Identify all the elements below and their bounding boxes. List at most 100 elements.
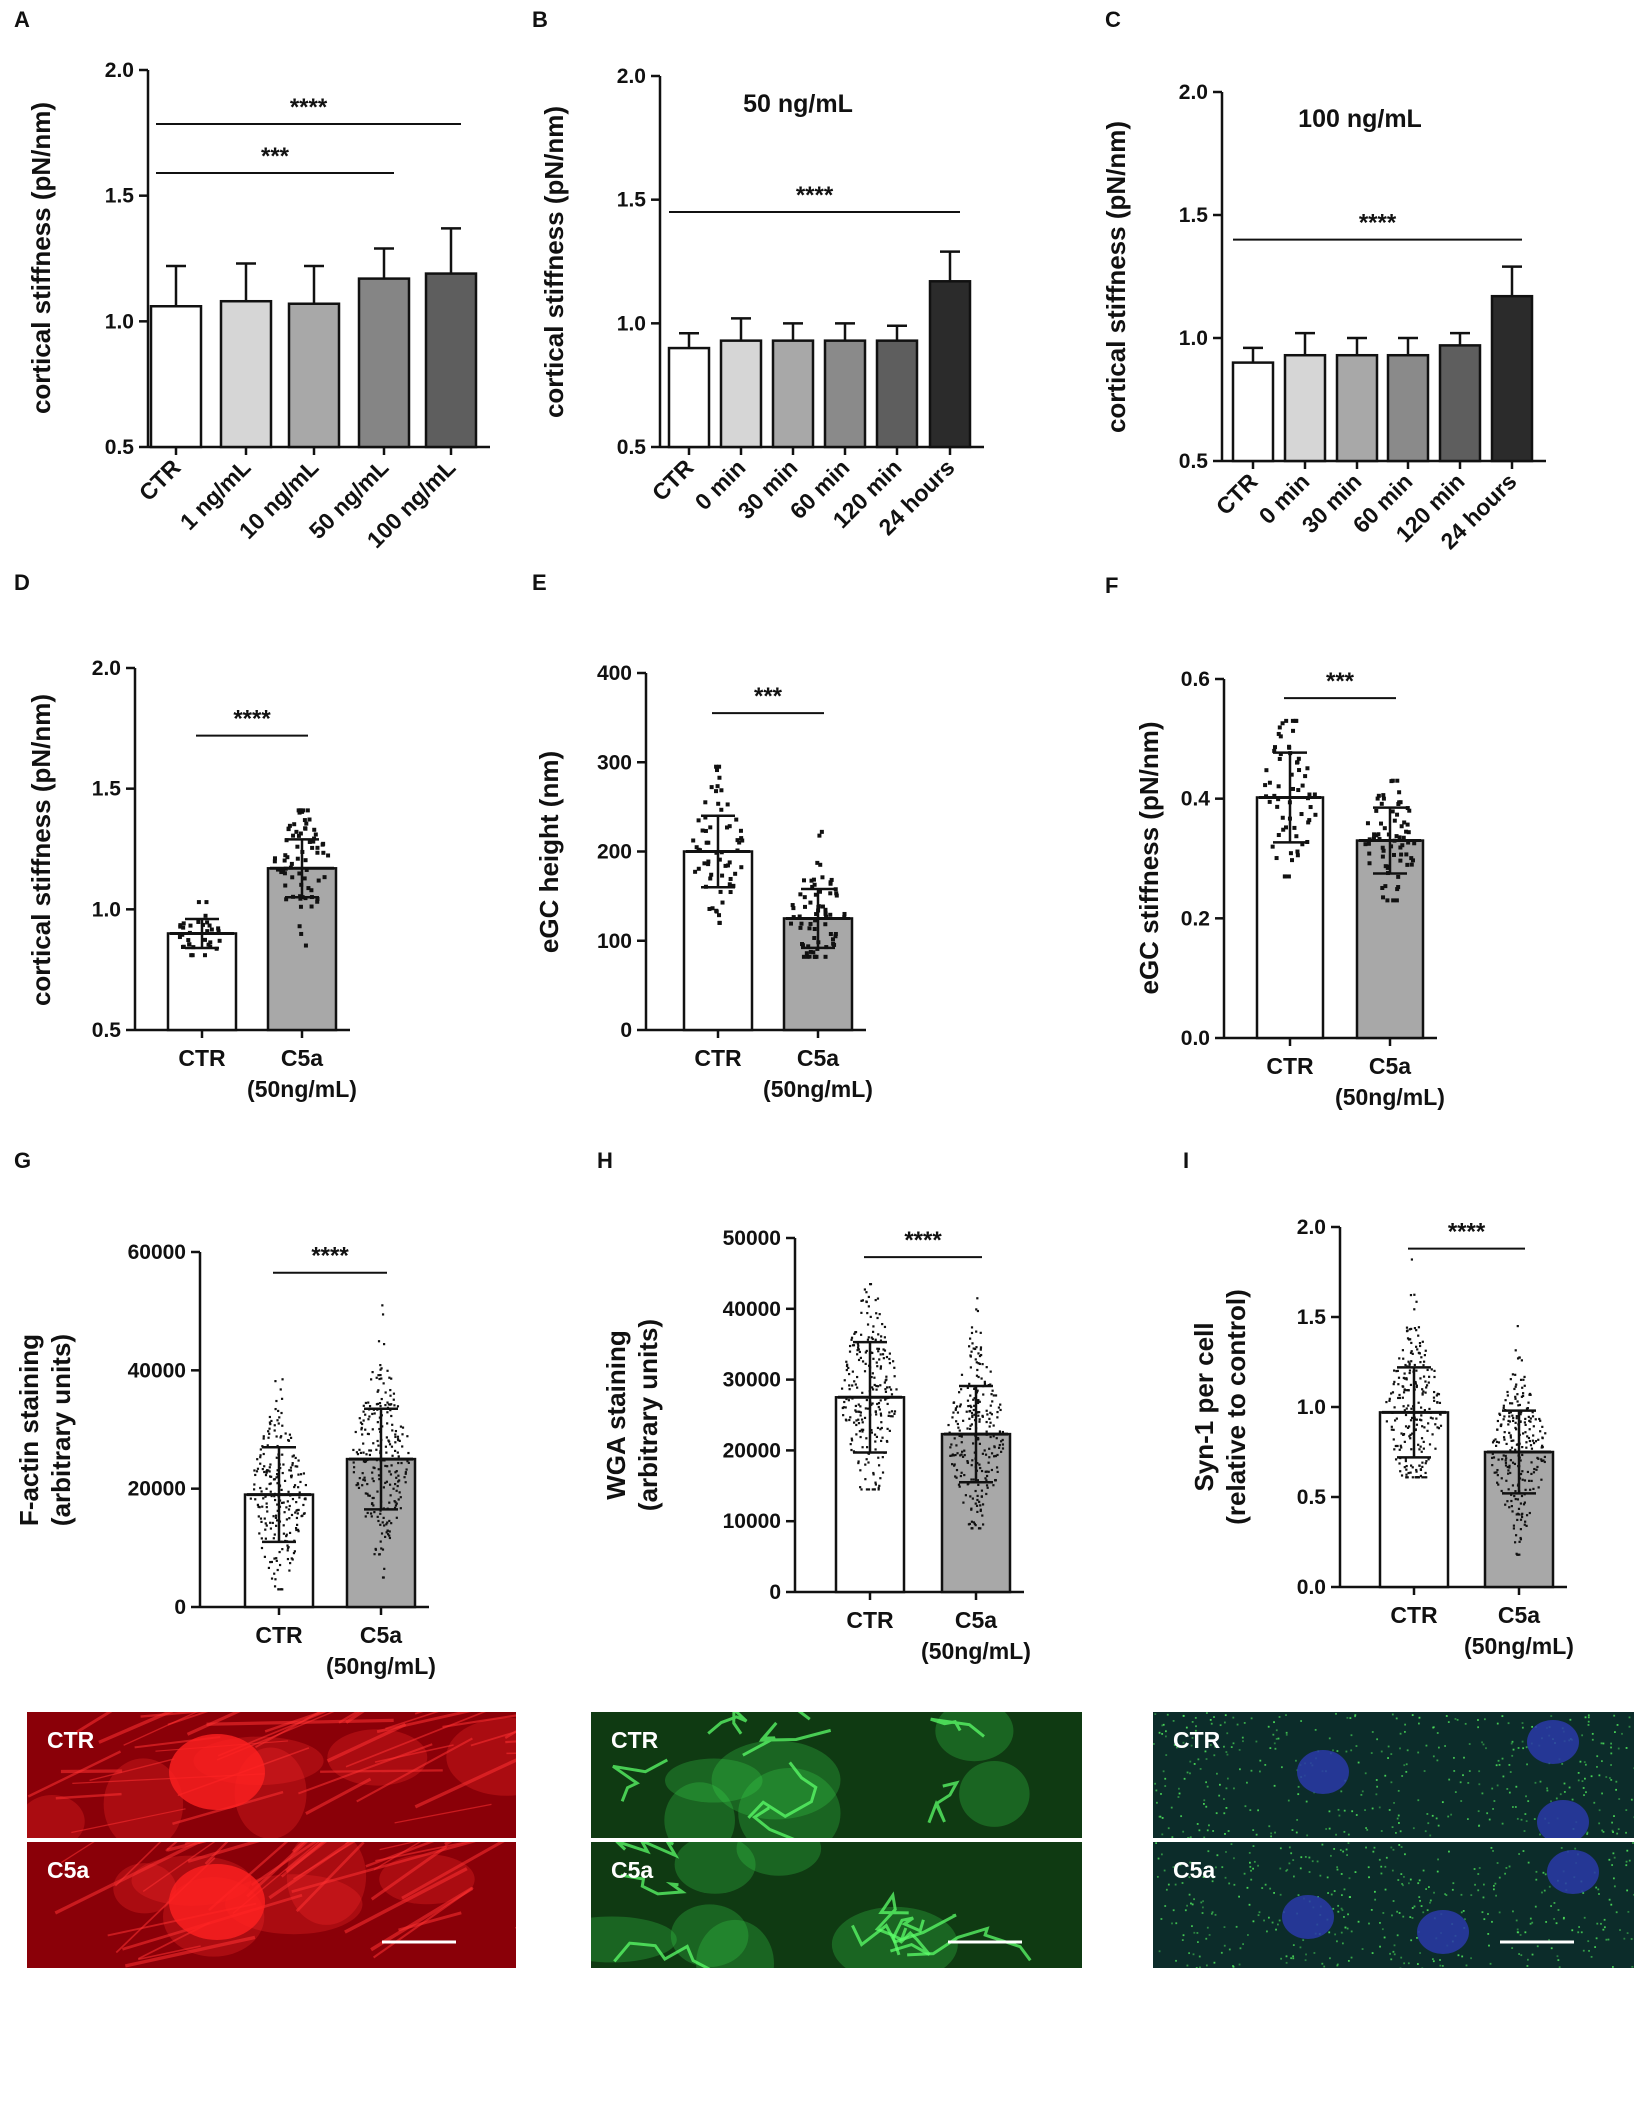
data-point <box>291 1464 294 1467</box>
data-point <box>881 1471 885 1474</box>
data-point <box>364 1413 367 1416</box>
data-point <box>1410 1327 1413 1331</box>
data-point <box>960 1388 963 1391</box>
data-point <box>367 1418 370 1421</box>
data-point <box>1409 1383 1413 1387</box>
data-point <box>1512 1419 1515 1423</box>
actin-fibre <box>89 1758 175 1782</box>
data-point <box>299 1473 303 1476</box>
syn1-speckle <box>1268 1825 1271 1828</box>
data-point <box>377 1519 380 1523</box>
data-point <box>845 1368 848 1372</box>
syn1-speckle <box>1453 1770 1456 1772</box>
syn1-speckle <box>1605 1938 1608 1941</box>
data-point <box>1423 1426 1426 1429</box>
syn1-speckle <box>1511 1806 1514 1808</box>
data-point <box>263 1470 266 1474</box>
syn1-speckle <box>1182 1715 1185 1717</box>
data-point <box>380 1397 383 1401</box>
data-point <box>1409 1338 1412 1341</box>
actin-fibre <box>514 1926 516 1929</box>
syn1-speckle <box>1597 1888 1600 1891</box>
data-point <box>1497 1458 1500 1461</box>
data-point <box>1405 1389 1408 1392</box>
data-point <box>1411 1466 1414 1469</box>
data-point <box>975 1374 979 1377</box>
data-point <box>880 1426 883 1430</box>
data-point <box>739 865 744 870</box>
data-point <box>1528 1419 1531 1423</box>
data-point <box>1395 1370 1398 1373</box>
data-point <box>292 822 297 827</box>
data-point <box>1398 1462 1401 1465</box>
data-point <box>971 1497 974 1500</box>
data-point <box>865 1349 868 1353</box>
data-point <box>989 1411 992 1414</box>
syn1-speckle <box>1299 1946 1302 1949</box>
syn1-speckle <box>1463 1756 1465 1759</box>
syn1-speckle <box>1628 1859 1631 1862</box>
data-point <box>181 944 186 949</box>
data-point <box>356 1453 360 1456</box>
data-point <box>985 1366 988 1369</box>
data-point <box>1520 1515 1524 1519</box>
actin-fibre <box>370 1886 474 1952</box>
syn1-speckle <box>1519 1934 1522 1936</box>
y-axis-title-line: (relative to control) <box>1221 1289 1251 1524</box>
syn1-speckle <box>1183 1777 1186 1780</box>
syn1-speckle <box>1548 1885 1551 1888</box>
y-tick-label: 60000 <box>128 1241 186 1264</box>
syn1-speckle <box>1630 1938 1633 1940</box>
data-point <box>394 1482 397 1486</box>
data-point <box>1415 1300 1418 1303</box>
data-point <box>277 1588 280 1591</box>
data-point <box>949 1454 952 1457</box>
data-point <box>965 1410 968 1413</box>
data-point <box>303 1512 306 1515</box>
syn1-speckle <box>1238 1963 1241 1966</box>
data-point <box>395 1476 398 1479</box>
data-point <box>1437 1427 1441 1430</box>
syn1-speckle <box>1306 1834 1309 1837</box>
syn1-speckle <box>1488 1944 1490 1947</box>
data-point <box>1291 728 1296 733</box>
data-point <box>888 1357 891 1361</box>
data-point <box>861 1430 864 1433</box>
data-point <box>267 1469 270 1472</box>
data-point <box>362 1478 365 1481</box>
bar <box>1283 353 1327 463</box>
data-point <box>397 1480 400 1483</box>
data-point <box>1511 1484 1515 1487</box>
data-point <box>977 1414 980 1417</box>
data-point <box>815 860 820 865</box>
data-point <box>187 942 192 947</box>
syn1-speckle <box>1610 1764 1612 1766</box>
syn1-speckle <box>1184 1909 1187 1912</box>
actin-fibre <box>142 1842 216 1893</box>
data-point <box>381 1313 385 1316</box>
data-point <box>985 1484 989 1487</box>
data-point <box>884 1390 888 1393</box>
data-point <box>1519 1459 1522 1462</box>
data-point <box>383 1567 386 1570</box>
data-point <box>952 1411 955 1414</box>
data-point <box>696 866 701 871</box>
data-point <box>976 1498 979 1502</box>
syn1-speckle <box>1395 1717 1398 1720</box>
data-point <box>396 1484 399 1488</box>
data-point <box>876 1426 880 1430</box>
syn1-speckle <box>1612 1966 1614 1968</box>
syn1-speckle <box>1632 1893 1634 1896</box>
syn1-speckle <box>1583 1794 1585 1797</box>
data-point <box>1400 1432 1403 1435</box>
y-tick-label: 30000 <box>723 1369 781 1392</box>
data-point <box>259 1454 262 1457</box>
syn1-speckle <box>1578 1926 1581 1928</box>
data-point <box>260 1537 263 1540</box>
data-point <box>717 913 722 918</box>
syn1-speckle <box>1586 1833 1589 1835</box>
data-point <box>1404 1459 1407 1463</box>
data-point <box>384 1535 387 1538</box>
